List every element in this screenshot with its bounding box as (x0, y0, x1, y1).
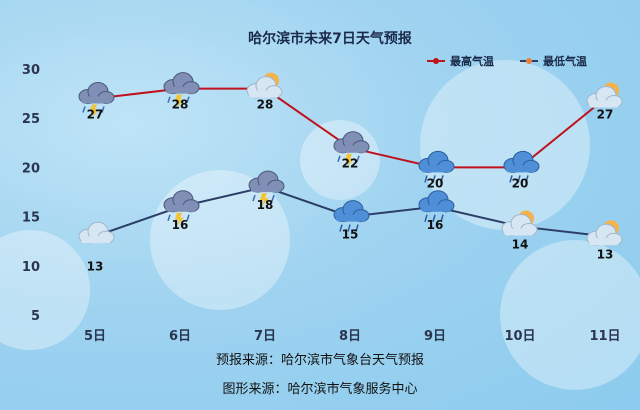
partly-cloudy-icon (246, 72, 283, 99)
rain-drop (517, 175, 521, 183)
rain-drop (167, 214, 171, 221)
x-tick-label: 6日 (169, 329, 191, 344)
cloud-base (336, 214, 366, 222)
cloud-base (589, 238, 619, 246)
rain-drop (424, 175, 428, 183)
thunderstorm-icon (163, 190, 200, 226)
rain-drop (271, 194, 275, 202)
data-label: 27 (597, 108, 614, 122)
rain-drop (186, 214, 190, 221)
lightning-bolt (90, 104, 99, 118)
cloud-base (81, 236, 111, 244)
y-tick-label: 10 (22, 260, 40, 275)
data-label: 16 (172, 218, 189, 232)
data-label: 16 (427, 218, 444, 232)
thunderstorm-icon (163, 72, 200, 108)
y-tick-label: 20 (22, 161, 40, 176)
rain-icon (333, 200, 370, 232)
lightning-bolt (260, 193, 269, 207)
cloud-base (166, 204, 196, 212)
rain-drop (186, 96, 190, 103)
chart-title: 哈尔滨市未来7日天气预报 (248, 30, 412, 47)
rain-drop (339, 224, 343, 232)
partly-cloudy-icon (586, 220, 623, 246)
rain-drop (82, 106, 86, 113)
rain-drop (432, 175, 436, 183)
data-label: 14 (512, 237, 529, 251)
cloudy-icon (78, 221, 115, 244)
x-tick-label: 10日 (504, 329, 535, 344)
rain-drop (440, 175, 444, 183)
thunderstorm-icon (333, 131, 370, 167)
partly-cloudy-icon (586, 82, 623, 109)
cloud-base (336, 145, 366, 153)
legend-swatch-marker (433, 58, 439, 64)
cloud-base (506, 165, 536, 173)
x-tick-label: 7日 (254, 329, 276, 344)
data-label: 27 (87, 108, 104, 122)
cloud-base (421, 204, 451, 212)
rain-drop (424, 214, 428, 222)
rain-drop (525, 175, 529, 183)
legend-swatch-marker (526, 58, 532, 64)
thunderstorm-icon (78, 82, 115, 118)
rain-drop (347, 224, 351, 232)
data-label: 22 (342, 157, 359, 171)
data-label: 18 (257, 198, 274, 212)
cloud-base (504, 228, 534, 236)
cloud-base (251, 185, 281, 193)
thunderstorm-icon (248, 170, 285, 207)
data-label: 28 (257, 98, 274, 112)
rain-drop (509, 175, 513, 183)
cloud-base (421, 165, 451, 173)
rain-drop (432, 214, 436, 222)
y-tick-label: 30 (22, 63, 40, 78)
y-tick-label: 5 (31, 309, 40, 324)
data-label: 13 (87, 259, 104, 273)
x-tick-label: 9日 (424, 329, 446, 344)
rain-drop (356, 155, 360, 162)
cloud-base (166, 86, 196, 94)
cloud-base (249, 90, 279, 98)
forecast-source-text: 预报来源：哈尔滨市气象台天气预报 (215, 353, 424, 368)
rain-drop (252, 194, 256, 202)
rain-drop (355, 224, 359, 232)
rain-icon (503, 150, 540, 183)
cloud-base (589, 100, 619, 108)
data-label: 13 (597, 247, 614, 261)
data-label: 20 (512, 176, 529, 190)
x-tick-label: 5日 (84, 329, 106, 344)
legend-label: 最高气温 (450, 54, 494, 68)
y-tick-label: 15 (22, 211, 40, 226)
lightning-bolt (175, 212, 184, 226)
graphic-source-text: 图形来源：哈尔滨市气象服务中心 (222, 382, 418, 397)
rain-drop (167, 96, 171, 103)
lightning-bolt (345, 153, 354, 167)
x-tick-label: 11日 (589, 329, 620, 344)
y-tick-label: 25 (22, 112, 40, 127)
data-label: 20 (427, 176, 444, 190)
data-label: 28 (172, 98, 189, 112)
rain-icon (418, 150, 455, 183)
rain-drop (337, 155, 341, 162)
legend-label: 最低气温 (543, 54, 587, 68)
rain-drop (101, 106, 105, 113)
rain-drop (440, 214, 444, 222)
rain-icon (418, 190, 455, 222)
cloud-base (81, 96, 111, 104)
x-tick-label: 8日 (339, 329, 361, 344)
partly-cloudy-icon (501, 210, 538, 236)
lightning-bolt (175, 94, 184, 108)
data-label: 15 (342, 228, 359, 242)
